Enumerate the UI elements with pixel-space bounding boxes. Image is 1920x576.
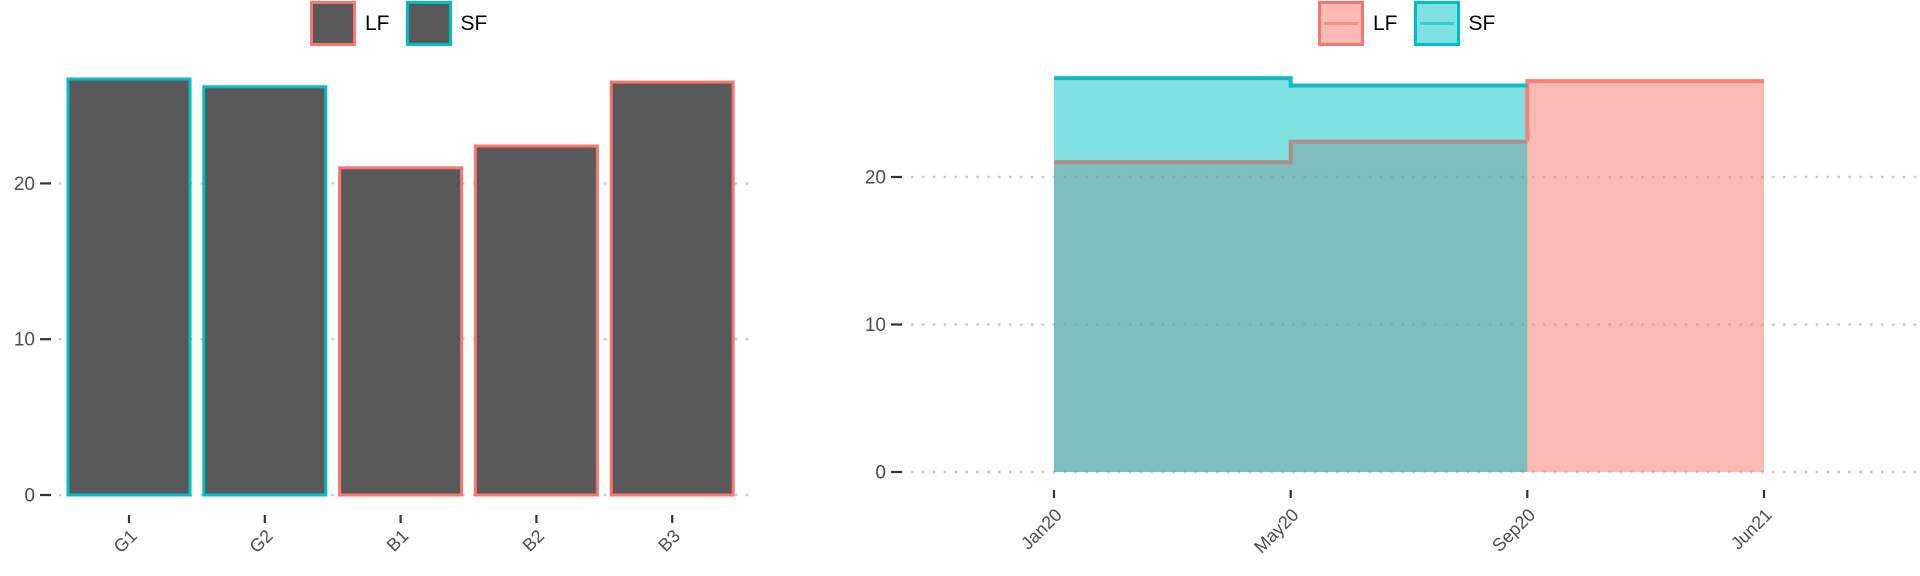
x-axis-label: Sep20 <box>1488 505 1539 556</box>
y-axis-label: 20 <box>14 174 35 195</box>
bar-chart-legend: LF SF <box>310 1 487 46</box>
legend-label-sf: SF <box>1468 12 1496 35</box>
y-axis-label: 0 <box>24 486 35 507</box>
bar-B2 <box>473 144 599 497</box>
legend-item-sf: SF <box>405 1 488 46</box>
x-axis-label: Jan20 <box>1017 505 1066 554</box>
legend-item-sf: SF <box>1413 1 1496 46</box>
y-axis-label: 0 <box>875 463 886 484</box>
y-axis-label: 10 <box>865 315 886 336</box>
area-SF <box>1054 78 1528 473</box>
area-LF-border <box>1525 79 1764 142</box>
legend-label-sf: SF <box>460 12 488 35</box>
x-axis-label: B1 <box>383 526 413 556</box>
x-axis-label: B2 <box>519 526 549 556</box>
area-chart-legend: LF SF <box>1318 1 1495 46</box>
bar-B1 <box>338 166 464 497</box>
legend-key-lf-swatch <box>1318 1 1364 46</box>
area-LF-border-under-SF <box>1054 139 1528 165</box>
legend-key-sf-swatch <box>405 1 452 46</box>
bar-B3 <box>609 80 735 497</box>
legend-key-sf-line <box>1419 21 1454 25</box>
x-axis-label: G1 <box>110 526 141 557</box>
bar-G1 <box>66 77 192 497</box>
legend-key-sf-swatch <box>1413 1 1460 46</box>
legend-label-lf: LF <box>1373 12 1398 35</box>
x-axis-label: Jun21 <box>1727 505 1776 554</box>
legend-item-lf: LF <box>1318 1 1398 46</box>
y-axis-label: 20 <box>865 168 886 189</box>
legend-item-lf: LF <box>310 1 390 46</box>
area-SF-border <box>1054 76 1528 88</box>
x-axis-label: May20 <box>1250 505 1302 557</box>
y-axis-label: 10 <box>14 330 35 351</box>
legend-key-lf-line <box>1324 21 1358 25</box>
legend-label-lf: LF <box>365 12 390 35</box>
legend-key-lf-swatch <box>310 1 356 46</box>
x-axis-label: B3 <box>654 526 684 556</box>
x-axis-label: G2 <box>246 526 277 557</box>
bar-G2 <box>202 85 328 497</box>
